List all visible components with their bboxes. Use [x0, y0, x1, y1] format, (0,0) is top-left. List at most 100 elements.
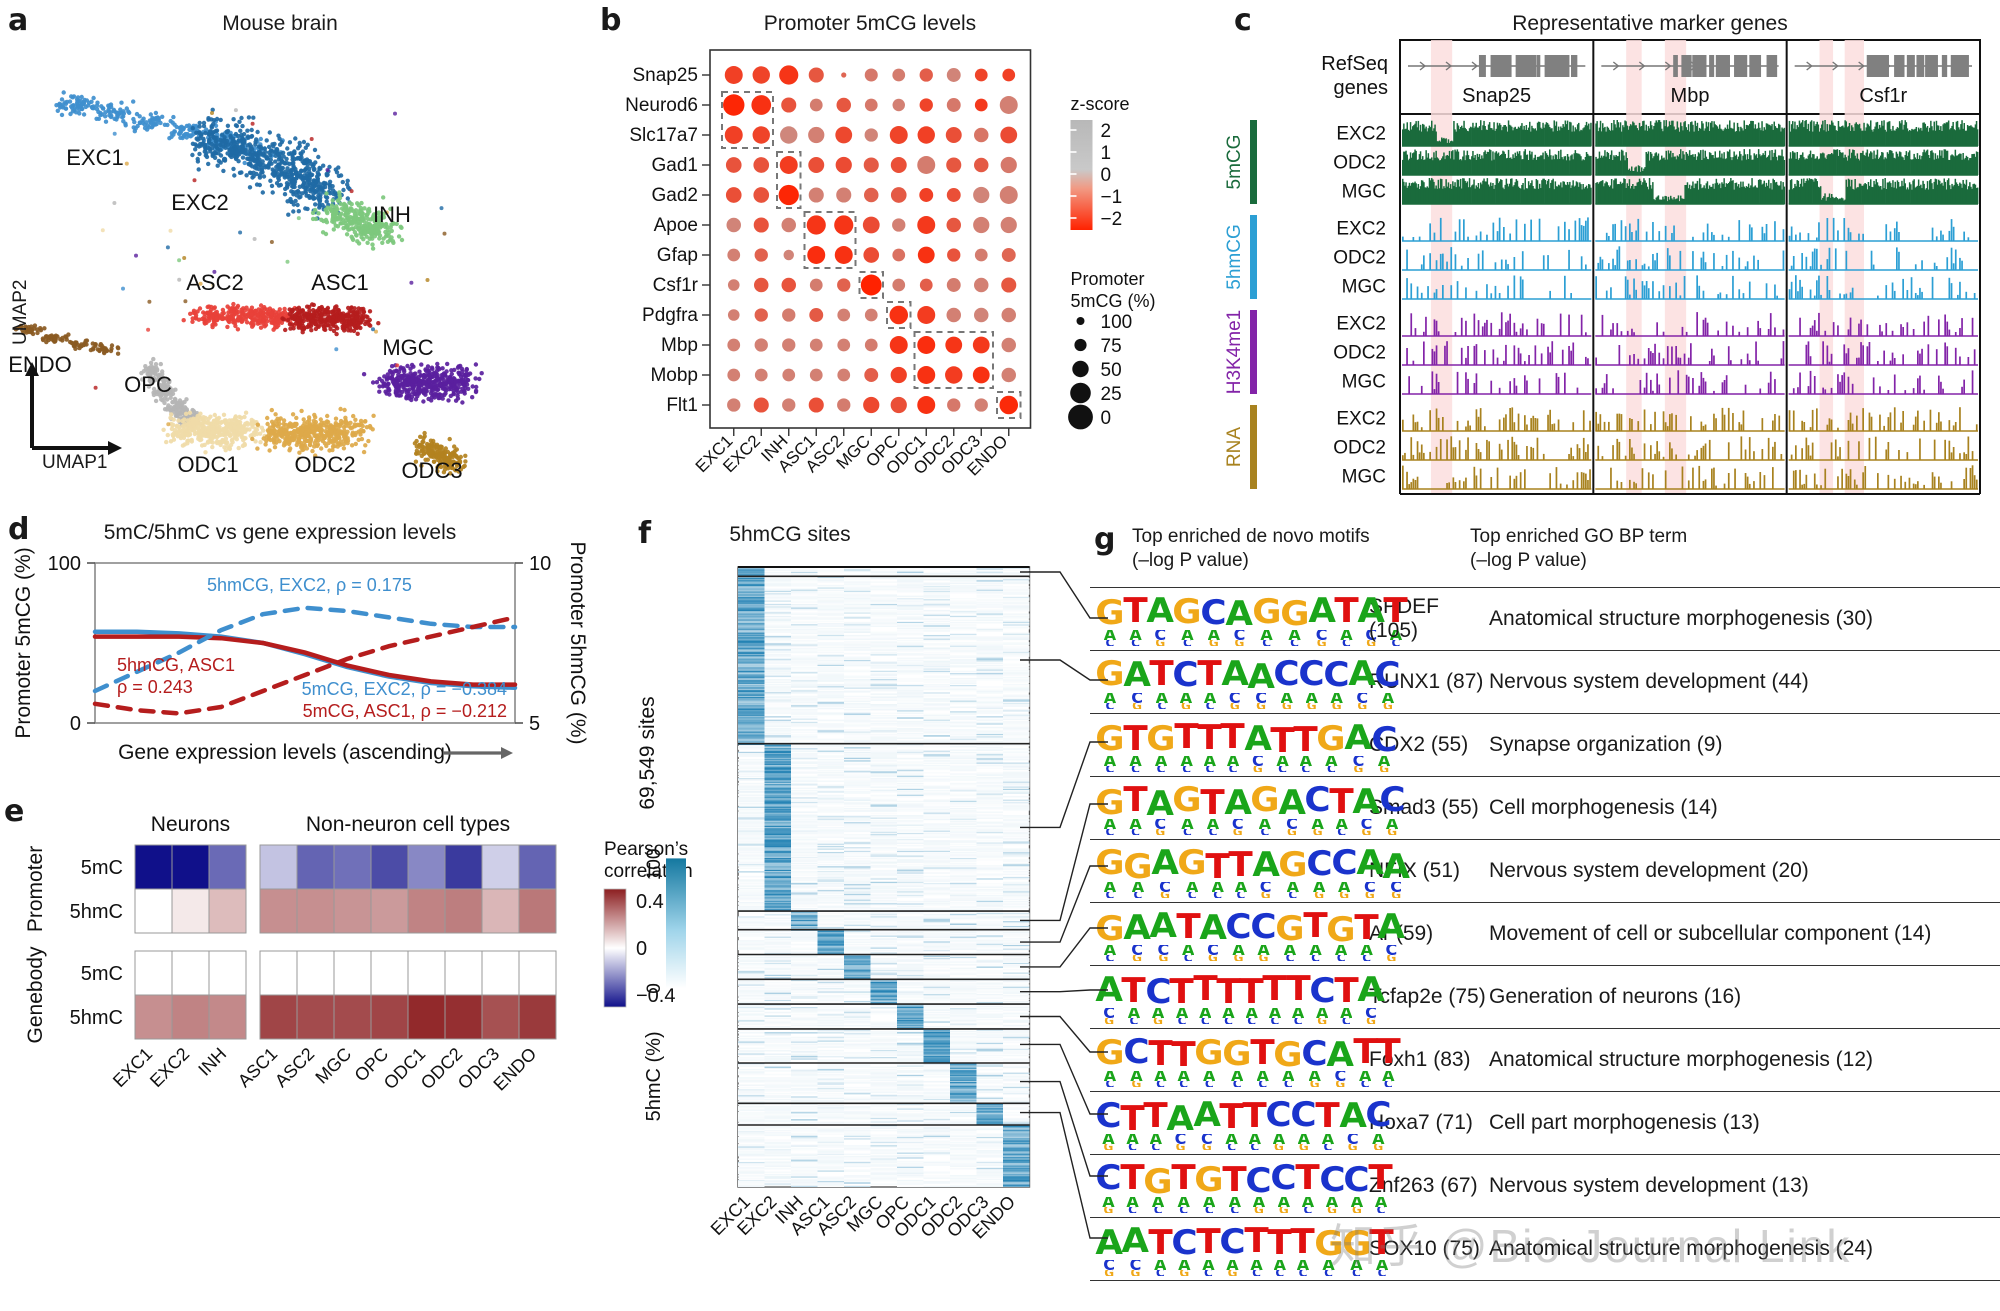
dotplot-dot	[781, 97, 796, 112]
dotplot-dot	[837, 398, 850, 411]
dotplot-dot	[863, 247, 879, 263]
zscore-tick-label: 2	[1101, 121, 1112, 142]
assay-group-bar-5mcg	[1250, 120, 1257, 204]
dotplot-dot	[727, 249, 740, 262]
pearson-row-label: 5mC	[81, 857, 123, 879]
umap-cluster-label-odc2: ODC2	[294, 452, 355, 477]
umap-cluster-label-opc: OPC	[124, 372, 172, 397]
dotplot-dot	[755, 338, 768, 351]
signal-track	[1402, 178, 1978, 204]
size-legend-label: 0	[1101, 408, 1112, 429]
size-legend-title: Promoter	[1071, 269, 1145, 289]
dotplot-dot	[917, 306, 935, 324]
dotplot-dot	[809, 397, 824, 412]
panel-d: d 5mC/5hmC vs gene expression levels 100…	[0, 505, 620, 775]
dotplot-dot	[891, 367, 907, 383]
panel-b-title: Promoter 5mCG levels	[660, 12, 1080, 36]
size-legend-dot	[1068, 405, 1093, 430]
motif-go-term: Anatomical structure morphogenesis (30)	[1489, 607, 2000, 631]
exon-block	[1767, 55, 1778, 77]
dotplot-dot	[891, 397, 907, 413]
5hmc-colorbar-label: 5hmC (%)	[643, 1031, 665, 1121]
dotplot-dot	[782, 369, 795, 382]
exon-block	[1564, 55, 1569, 77]
dotplot-dot	[1001, 157, 1017, 173]
exon-block	[1537, 55, 1540, 77]
motif-row: GACGACACGGACTACTACACGGACCAGCAGACGACGNFIX…	[1090, 840, 2000, 903]
size-legend-dot	[1070, 383, 1091, 404]
size-legend-dot	[1077, 317, 1085, 325]
motif-go-term: Nervous system development (20)	[1489, 859, 2000, 883]
annotation-5mcg-exc2: 5mCG, EXC2, ρ = −0.384	[302, 679, 507, 699]
assay-group-label-h3k4me1: H3K4me1	[1224, 310, 1245, 395]
dotplot-dot	[917, 336, 935, 354]
pearson-cell	[135, 845, 172, 889]
motif-logo: ACGACGTACCAGTACCAGTACTACTACGACGACTAC	[1096, 1222, 1351, 1276]
exon-block	[1545, 55, 1554, 77]
dotplot-dot	[782, 218, 797, 233]
dotplot-dot	[1002, 338, 1017, 353]
exon-block	[1959, 55, 1969, 77]
dotplot-dot	[809, 187, 824, 202]
dotplot-dot	[754, 397, 769, 412]
pearson-cell	[209, 995, 246, 1039]
dotplot-dot	[975, 99, 988, 112]
ytick-right: 10	[529, 553, 551, 575]
annotation-5hmcg-asc1: 5hmCG, ASC1	[117, 655, 235, 675]
dotplot-row-label: Csf1r	[653, 275, 699, 296]
dotplot-dot	[945, 366, 962, 383]
pearson-cell	[445, 845, 482, 889]
umap-cluster-label-odc1: ODC1	[177, 452, 238, 477]
motif-row: GACACGACGTACACGCAGCAGGACTACGACTACACGAr (…	[1090, 903, 2000, 966]
motif-logo: GACTACGACTACTACTACACGTACTACGACACGCAG	[1096, 718, 1351, 772]
umap-cluster-odc2	[250, 407, 376, 458]
dotplot-dot	[726, 157, 742, 173]
panel-c-title: Representative marker genes	[1350, 12, 1950, 36]
pearson-cell	[135, 995, 172, 1039]
dotplot-dot	[973, 187, 989, 203]
pearson-cell	[260, 995, 297, 1039]
dotplot-dot	[974, 308, 989, 323]
pearson-cell	[172, 845, 209, 889]
pearson-cell	[445, 889, 482, 933]
assay-group-bar-5hmcg	[1250, 215, 1257, 299]
dotplot-dot	[754, 217, 769, 232]
dotplot-row-label: Snap25	[632, 65, 698, 86]
5hmc-colorbar-tick-100: 100	[644, 849, 665, 881]
signal-track	[1402, 341, 1978, 365]
motif-row: CAGTACTACACGACGTACTACCAGCAGTACACGCAGHoxa…	[1090, 1092, 2000, 1155]
pearson-col-label: MGC	[311, 1044, 355, 1088]
dotplot-dot	[1002, 69, 1015, 82]
umap-cluster-label-mgc: MGC	[382, 335, 433, 360]
track-label-5hmcg-odc2: ODC2	[1333, 248, 1386, 269]
motif-go-term: Cell morphogenesis (14)	[1489, 796, 2000, 820]
dotplot-dot	[810, 99, 823, 112]
track-label-h3k4me1-mgc: MGC	[1342, 372, 1386, 393]
dotplot-row-label: Gad1	[652, 155, 698, 176]
pearson-cell	[135, 889, 172, 933]
motif-row: GACCAGTACTACGACGACTACGACCAGACGTACTACFoxh…	[1090, 1029, 2000, 1092]
track-label-rna-odc2: ODC2	[1333, 438, 1386, 459]
umap1-axis-label: UMAP1	[42, 452, 107, 474]
dotplot-dot	[1002, 248, 1016, 262]
zscore-tick-label: 0	[1101, 165, 1112, 186]
motif-row: ACGTACCAGTACTACTACTACTACTACCAGTACACGTcfa…	[1090, 966, 2000, 1029]
exon-block	[1681, 55, 1691, 77]
dotplot-dot	[836, 157, 852, 173]
dotplot-dot	[835, 246, 853, 264]
dotplot-dot	[808, 157, 824, 173]
dotplot-dot	[947, 218, 962, 233]
assay-group-label-5hmcg: 5hmCG	[1224, 224, 1245, 289]
track-label-5hmcg-mgc: MGC	[1342, 277, 1386, 298]
pearson-cell	[482, 995, 519, 1039]
pearson-cell	[519, 995, 556, 1039]
dotplot-dot	[751, 95, 771, 115]
panel-d-xlabel: Gene expression levels (ascending)	[118, 741, 452, 764]
exon-block	[1933, 55, 1938, 77]
dotplot-dot	[1002, 368, 1017, 383]
pearson-cell	[297, 845, 334, 889]
signal-track	[1402, 465, 1978, 489]
dotplot-dot	[1001, 217, 1017, 233]
